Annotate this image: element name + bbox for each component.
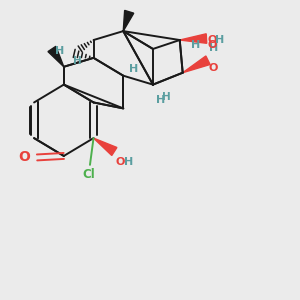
Text: H: H [163,92,171,102]
Text: H: H [215,35,225,45]
Polygon shape [180,34,207,43]
Text: O: O [207,35,217,45]
Polygon shape [123,11,134,31]
Text: H: H [56,46,65,56]
Text: H: H [156,95,165,105]
Text: H: H [129,64,138,74]
Text: H: H [74,56,82,66]
Text: H: H [124,157,133,167]
Text: Cl: Cl [82,168,95,182]
Polygon shape [94,138,117,155]
Text: O: O [207,40,217,50]
Text: O: O [116,157,125,167]
Polygon shape [48,46,64,67]
Polygon shape [183,56,210,73]
Text: O: O [209,63,218,73]
Text: O: O [19,150,31,164]
Text: H: H [209,43,218,53]
Text: H: H [191,40,200,50]
